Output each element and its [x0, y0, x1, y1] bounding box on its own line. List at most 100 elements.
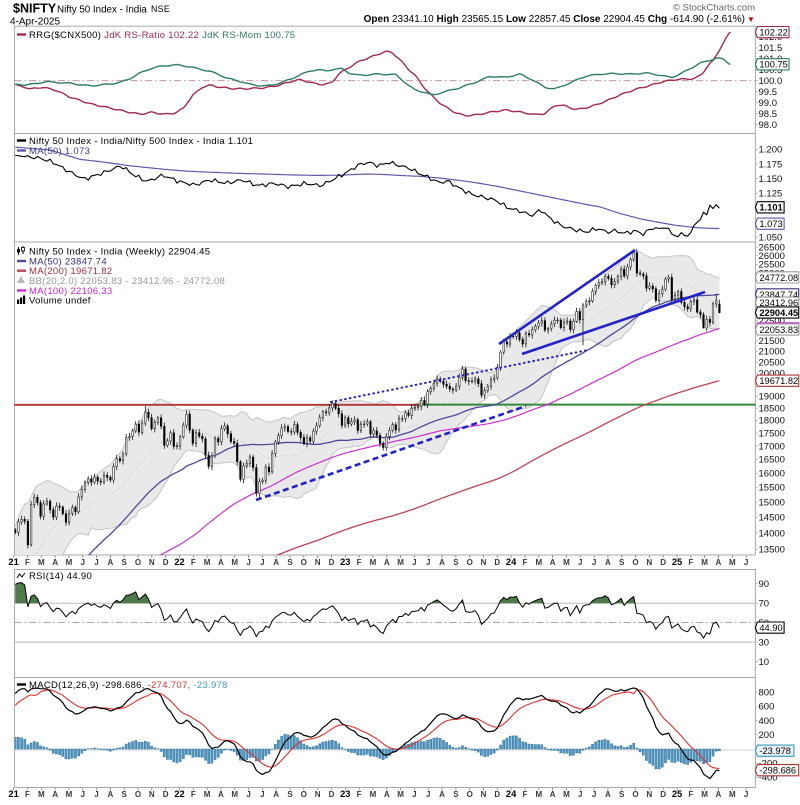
svg-text:O: O	[632, 790, 638, 799]
svg-text:N: N	[315, 790, 321, 799]
svg-text:1.200: 1.200	[759, 145, 783, 156]
svg-text:J: J	[80, 558, 84, 567]
svg-text:NSE: NSE	[151, 4, 170, 14]
svg-text:A: A	[108, 790, 114, 799]
svg-text:D: D	[494, 558, 500, 567]
svg-text:S: S	[619, 790, 625, 799]
svg-text:24: 24	[506, 789, 517, 799]
svg-text:M: M	[370, 790, 377, 799]
svg-text:-298.686: -298.686	[759, 766, 796, 776]
svg-text:J: J	[744, 790, 748, 799]
svg-text:D: D	[660, 790, 666, 799]
svg-text:Nifty 50 Index - India: Nifty 50 Index - India	[57, 5, 147, 16]
svg-text:23: 23	[340, 557, 350, 567]
svg-text:16500: 16500	[759, 455, 785, 466]
svg-text:S: S	[122, 558, 128, 567]
svg-text:99.0: 99.0	[759, 98, 778, 109]
svg-text:F: F	[688, 558, 693, 567]
svg-text:M: M	[397, 790, 404, 799]
svg-text:19000: 19000	[759, 392, 785, 403]
svg-text:100.0: 100.0	[759, 76, 783, 87]
svg-text:A: A	[550, 790, 556, 799]
svg-text:600: 600	[759, 702, 775, 713]
svg-text:O: O	[467, 558, 473, 567]
svg-text:M: M	[729, 558, 736, 567]
svg-text:M: M	[38, 558, 45, 567]
svg-text:M: M	[231, 558, 238, 567]
svg-text:M: M	[66, 558, 73, 567]
svg-text:44.90: 44.90	[759, 623, 782, 633]
svg-text:M: M	[204, 790, 211, 799]
svg-text:M: M	[729, 790, 736, 799]
svg-text:A: A	[273, 790, 279, 799]
svg-text:J: J	[94, 790, 98, 799]
svg-text:15000: 15000	[759, 497, 785, 508]
svg-text:Volume undef: Volume undef	[29, 296, 91, 307]
svg-text:F: F	[25, 558, 30, 567]
svg-text:J: J	[412, 558, 416, 567]
svg-text:A: A	[384, 558, 390, 567]
svg-text:22: 22	[174, 557, 184, 567]
svg-text:1.073: 1.073	[759, 219, 782, 229]
svg-text:D: D	[163, 790, 169, 799]
svg-text:J: J	[578, 558, 582, 567]
svg-text:N: N	[481, 790, 487, 799]
svg-text:A: A	[605, 790, 611, 799]
svg-text:J: J	[412, 790, 416, 799]
svg-text:M: M	[397, 558, 404, 567]
svg-text:A: A	[218, 790, 224, 799]
svg-text:S: S	[453, 790, 459, 799]
svg-text:J: J	[80, 790, 84, 799]
svg-text:21500: 21500	[759, 336, 785, 347]
svg-text:18500: 18500	[759, 404, 785, 415]
svg-text:O: O	[632, 558, 638, 567]
svg-text:A: A	[108, 558, 114, 567]
svg-text:800: 800	[759, 688, 775, 699]
svg-text:M: M	[535, 558, 542, 567]
svg-text:F: F	[523, 558, 528, 567]
svg-text:A: A	[384, 790, 390, 799]
svg-text:M: M	[204, 558, 211, 567]
svg-text:F: F	[688, 790, 693, 799]
svg-text:25: 25	[672, 789, 682, 799]
svg-text:J: J	[592, 790, 596, 799]
svg-text:10: 10	[759, 657, 770, 668]
svg-text:J: J	[578, 790, 582, 799]
svg-text:N: N	[149, 790, 155, 799]
svg-text:22053.83: 22053.83	[759, 325, 798, 335]
svg-text:200: 200	[759, 730, 775, 741]
svg-text:1.101: 1.101	[759, 203, 782, 213]
svg-text:4-Apr-2025: 4-Apr-2025	[10, 17, 60, 28]
svg-text:N: N	[481, 558, 487, 567]
svg-text:J: J	[744, 558, 748, 567]
svg-text:N: N	[646, 790, 652, 799]
svg-text:A: A	[52, 558, 58, 567]
svg-text:23: 23	[340, 789, 350, 799]
svg-text:70: 70	[759, 599, 770, 610]
svg-text:17500: 17500	[759, 428, 785, 439]
svg-text:A: A	[52, 790, 58, 799]
svg-text:M: M	[38, 790, 45, 799]
svg-text:99.5: 99.5	[759, 87, 778, 98]
svg-text:M: M	[701, 558, 708, 567]
svg-text:S: S	[122, 790, 128, 799]
svg-text:J: J	[246, 558, 250, 567]
svg-text:1.125: 1.125	[759, 189, 783, 200]
svg-text:101.5: 101.5	[759, 43, 783, 54]
svg-text:14500: 14500	[759, 513, 785, 524]
svg-text:M: M	[563, 790, 570, 799]
svg-text:18000: 18000	[759, 416, 785, 427]
svg-text:22: 22	[174, 789, 184, 799]
svg-text:98.0: 98.0	[759, 120, 778, 131]
svg-text:D: D	[494, 790, 500, 799]
svg-text:19671.82: 19671.82	[759, 376, 798, 386]
svg-text:D: D	[329, 790, 335, 799]
svg-text:D: D	[163, 558, 169, 567]
svg-text:▼: ▼	[747, 15, 755, 24]
svg-text:O: O	[301, 790, 307, 799]
svg-text:F: F	[523, 790, 528, 799]
svg-text:S: S	[453, 558, 459, 567]
svg-text:J: J	[246, 790, 250, 799]
svg-text:MA(50) 1.073: MA(50) 1.073	[29, 146, 90, 157]
svg-text:30: 30	[759, 637, 770, 648]
